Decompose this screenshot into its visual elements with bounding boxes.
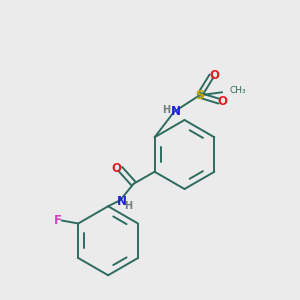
Text: N: N bbox=[171, 105, 181, 118]
Text: N: N bbox=[117, 195, 127, 208]
Text: O: O bbox=[217, 95, 227, 108]
Text: F: F bbox=[54, 214, 62, 227]
Text: O: O bbox=[210, 69, 220, 82]
Text: S: S bbox=[195, 89, 204, 102]
Text: H: H bbox=[162, 105, 170, 115]
Text: CH₃: CH₃ bbox=[230, 86, 246, 95]
Text: O: O bbox=[111, 162, 121, 175]
Text: H: H bbox=[124, 201, 133, 211]
